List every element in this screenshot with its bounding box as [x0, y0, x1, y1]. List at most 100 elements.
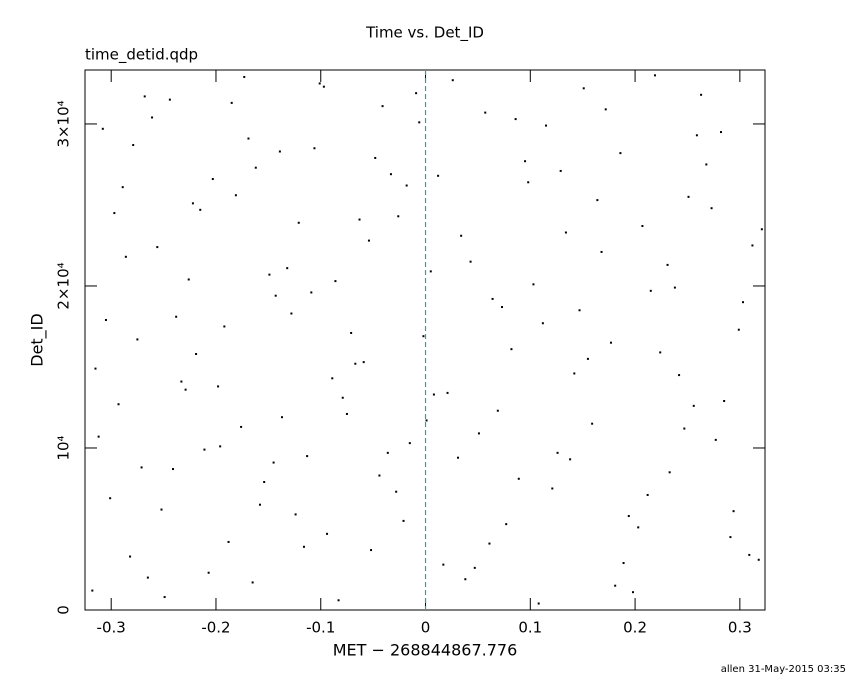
point: [240, 425, 243, 428]
point: [254, 166, 257, 169]
point: [760, 228, 763, 231]
point: [331, 377, 334, 380]
point: [326, 532, 329, 535]
point: [609, 341, 612, 344]
point: [280, 416, 283, 419]
point: [310, 291, 313, 294]
point: [243, 75, 246, 78]
point: [184, 388, 187, 391]
point: [124, 255, 127, 258]
point: [334, 280, 337, 283]
point: [668, 471, 671, 474]
point: [294, 513, 297, 516]
point: [517, 477, 520, 480]
point: [510, 348, 513, 351]
point: [683, 427, 686, 430]
point: [397, 215, 400, 218]
point: [337, 599, 340, 602]
point: [101, 127, 104, 130]
point: [687, 195, 690, 198]
point: [160, 508, 163, 511]
point: [446, 391, 449, 394]
point: [91, 589, 94, 592]
point: [545, 124, 548, 127]
point: [551, 487, 554, 490]
point: [591, 422, 594, 425]
point: [172, 468, 175, 471]
y-tick-label: 3×10⁴: [55, 100, 73, 147]
point: [514, 118, 517, 121]
point: [175, 315, 178, 318]
point: [505, 523, 508, 526]
point: [146, 576, 149, 579]
point: [710, 207, 713, 210]
point: [168, 98, 171, 101]
point: [180, 380, 183, 383]
point: [757, 558, 760, 561]
point: [646, 493, 649, 496]
point: [97, 435, 100, 438]
point: [666, 263, 669, 266]
point: [354, 362, 357, 365]
x-tick-label: 0.1: [518, 619, 542, 637]
point: [578, 309, 581, 312]
point: [286, 267, 289, 270]
point: [367, 239, 370, 242]
point: [425, 419, 428, 422]
point: [272, 461, 275, 464]
point: [370, 549, 373, 552]
point: [313, 147, 316, 150]
point: [573, 372, 576, 375]
point: [219, 445, 222, 448]
point: [306, 455, 309, 458]
point: [199, 208, 202, 211]
point: [604, 108, 607, 111]
point: [322, 85, 325, 88]
point: [619, 152, 622, 155]
point: [569, 458, 572, 461]
point: [442, 563, 445, 566]
point: [374, 156, 377, 159]
point: [732, 510, 735, 513]
point: [395, 490, 398, 493]
point: [163, 596, 166, 599]
point: [700, 93, 703, 96]
point: [234, 194, 237, 197]
point: [223, 325, 226, 328]
point: [211, 178, 214, 181]
x-tick-label: -0.1: [306, 619, 335, 637]
point: [389, 173, 392, 176]
point: [527, 181, 530, 184]
point: [714, 438, 717, 441]
point: [297, 221, 300, 224]
point: [496, 409, 499, 412]
point: [473, 566, 476, 569]
point: [586, 357, 589, 360]
point: [429, 270, 432, 273]
point: [191, 202, 194, 205]
point: [729, 536, 732, 539]
point: [705, 163, 708, 166]
point: [94, 367, 97, 370]
point: [451, 79, 454, 82]
point: [477, 432, 480, 435]
point: [422, 335, 425, 338]
point: [488, 542, 491, 545]
point: [559, 169, 562, 172]
chart-title: Time vs. Det_ID: [365, 24, 484, 43]
point: [723, 399, 726, 402]
x-tick-label: 0.2: [623, 619, 647, 637]
point: [741, 301, 744, 304]
x-tick-label: 0.3: [728, 619, 752, 637]
point: [457, 456, 460, 459]
point: [341, 396, 344, 399]
point: [132, 144, 135, 147]
point: [659, 351, 662, 354]
point: [136, 338, 139, 341]
point: [751, 244, 754, 247]
point: [673, 286, 676, 289]
point: [464, 578, 467, 581]
x-tick-label: -0.2: [201, 619, 230, 637]
point: [692, 404, 695, 407]
